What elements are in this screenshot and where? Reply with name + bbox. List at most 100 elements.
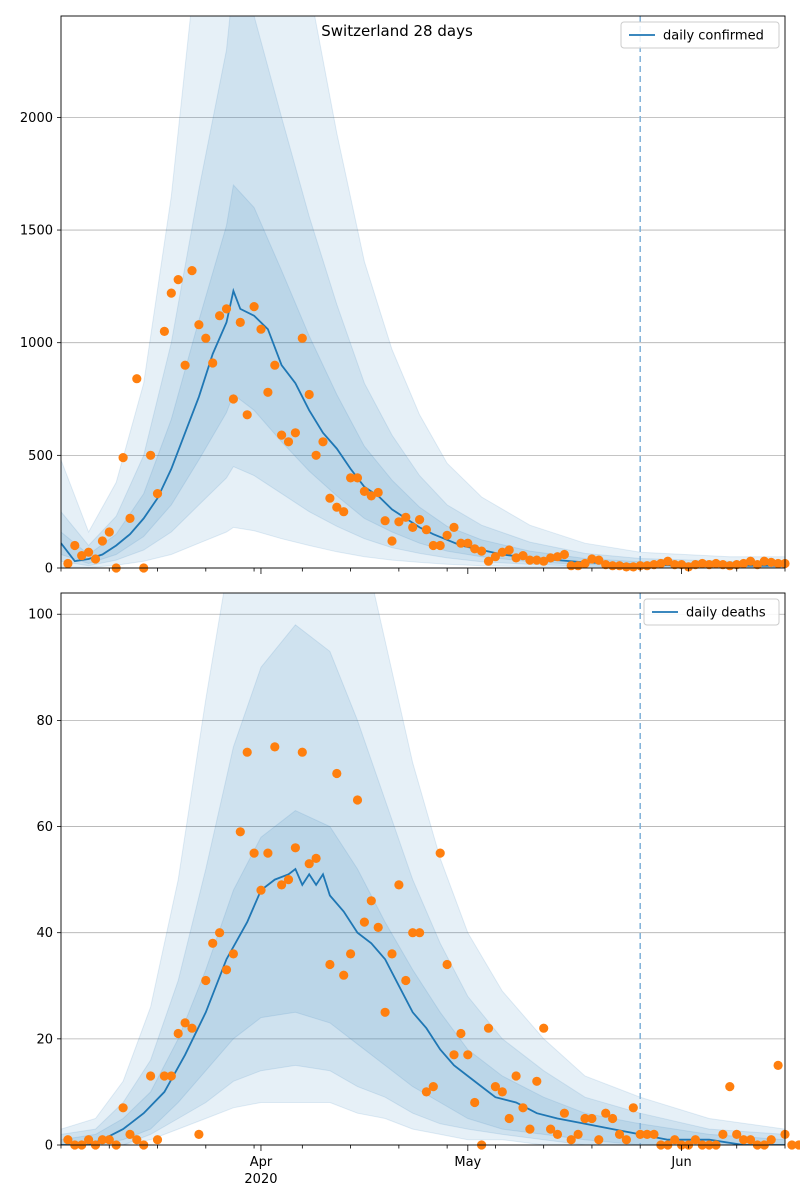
data-point xyxy=(187,266,197,276)
data-point xyxy=(401,512,411,522)
data-point xyxy=(435,540,445,551)
data-point xyxy=(525,555,535,565)
data-point xyxy=(690,560,701,570)
data-point xyxy=(483,556,494,566)
data-point xyxy=(346,949,356,959)
data-point xyxy=(125,1129,135,1139)
data-point xyxy=(215,928,225,938)
y-tick-label: 1500 xyxy=(20,224,53,239)
data-point xyxy=(456,538,466,548)
data-point xyxy=(511,553,521,563)
x-tick-label: Jun xyxy=(670,1155,691,1170)
data-point xyxy=(532,555,542,565)
data-point xyxy=(587,1113,597,1124)
data-point xyxy=(256,324,266,334)
data-point xyxy=(463,538,473,548)
data-point xyxy=(773,558,783,569)
data-point xyxy=(380,1007,390,1017)
data-point xyxy=(228,394,238,404)
data-point xyxy=(297,333,307,343)
data-point xyxy=(118,453,128,463)
data-point xyxy=(283,875,294,885)
data-point xyxy=(718,560,728,570)
data-point xyxy=(635,1129,645,1139)
legend-label: daily deaths xyxy=(686,606,766,621)
data-point xyxy=(594,555,604,565)
data-point xyxy=(408,928,418,938)
data-point xyxy=(456,1028,466,1039)
data-point xyxy=(435,848,445,858)
data-point xyxy=(518,551,528,561)
data-point xyxy=(477,546,487,556)
data-point xyxy=(373,922,383,933)
data-point xyxy=(428,1082,438,1092)
data-point xyxy=(580,558,590,569)
data-point xyxy=(146,450,156,460)
outer-uncertainty-band xyxy=(61,593,785,1145)
data-point xyxy=(242,410,252,420)
data-point xyxy=(380,516,390,526)
inner-uncertainty-band xyxy=(61,183,785,568)
data-point xyxy=(670,1135,680,1145)
y-tick-label: 2000 xyxy=(20,111,53,126)
data-point xyxy=(97,536,107,546)
data-point xyxy=(387,536,397,546)
data-point xyxy=(670,560,680,570)
data-point xyxy=(159,1071,169,1081)
y-tick-label: 1000 xyxy=(20,336,53,351)
data-point xyxy=(463,1050,473,1060)
data-point xyxy=(325,959,335,970)
data-point xyxy=(601,560,611,570)
data-point xyxy=(559,1108,570,1118)
data-point xyxy=(359,917,369,927)
data-point xyxy=(201,333,211,343)
data-point xyxy=(614,1129,625,1139)
data-point xyxy=(752,560,763,570)
data-point xyxy=(621,562,632,572)
data-point xyxy=(277,430,287,440)
data-point xyxy=(759,556,769,566)
data-point xyxy=(442,959,452,970)
figure-title: Switzerland 28 days xyxy=(321,22,473,40)
data-point xyxy=(559,549,570,560)
data-point xyxy=(311,853,321,864)
data-point xyxy=(304,389,314,400)
plot-area xyxy=(61,16,785,568)
data-point xyxy=(594,1135,604,1145)
data-point xyxy=(70,540,80,551)
legend-box xyxy=(620,21,780,49)
plot-area xyxy=(61,593,785,1145)
data-point xyxy=(263,848,273,858)
data-point xyxy=(166,288,176,298)
data-point xyxy=(221,304,232,314)
data-point xyxy=(745,1135,756,1145)
data-point xyxy=(628,562,638,572)
data-point xyxy=(532,1076,542,1086)
data-point xyxy=(628,1103,638,1113)
data-point xyxy=(745,556,756,566)
data-point xyxy=(490,552,500,562)
data-point xyxy=(249,302,259,312)
data-point xyxy=(63,1135,73,1145)
data-point xyxy=(270,742,280,752)
data-point xyxy=(546,553,556,563)
data-point xyxy=(552,1129,563,1139)
data-point xyxy=(408,522,418,533)
data-point xyxy=(773,1060,783,1070)
y-tick-label: 40 xyxy=(36,926,53,941)
data-point xyxy=(180,360,190,370)
data-point xyxy=(608,1113,618,1124)
x-tick-label: May xyxy=(454,1155,481,1170)
data-point xyxy=(766,557,776,568)
data-point xyxy=(504,1113,514,1124)
data-point xyxy=(283,437,294,447)
data-point xyxy=(580,1113,590,1124)
data-point xyxy=(539,556,549,566)
data-point xyxy=(187,1023,197,1033)
data-point xyxy=(173,275,183,285)
data-point xyxy=(601,1108,611,1118)
data-point xyxy=(125,513,135,524)
data-point xyxy=(159,326,169,336)
data-point xyxy=(415,928,425,938)
data-point xyxy=(587,554,597,564)
